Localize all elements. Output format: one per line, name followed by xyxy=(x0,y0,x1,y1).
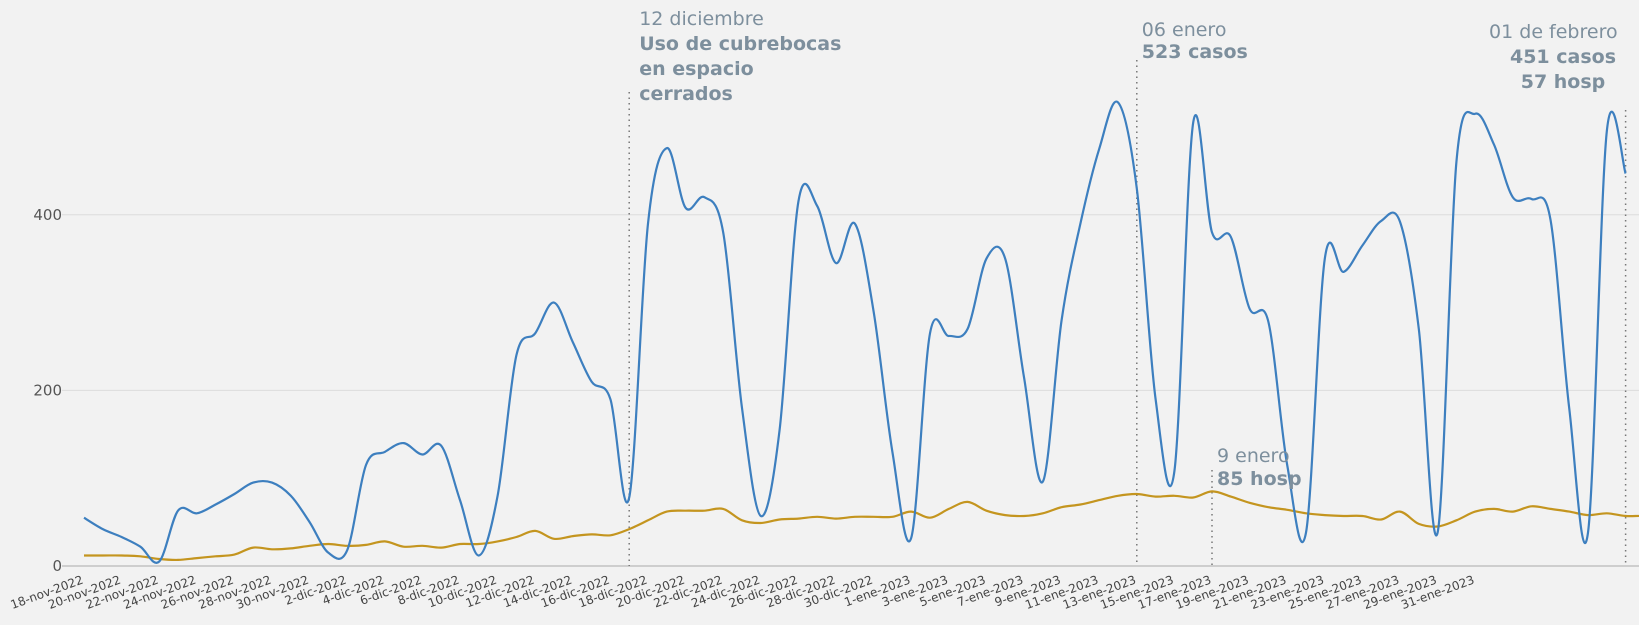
annotation-text-a1: cerrados xyxy=(639,83,733,105)
annotation-text-a2: 523 casos xyxy=(1142,41,1248,63)
annotation-lines xyxy=(628,60,1627,566)
series-line-hosp xyxy=(84,490,1639,562)
y-axis: 0 200 400 xyxy=(33,206,62,575)
annotation-text-a4: 01 de febrero xyxy=(1489,21,1618,43)
series-line-casos xyxy=(83,100,1627,564)
y-tick-label: 0 xyxy=(52,557,62,575)
x-axis: 18-nov-202220-nov-202222-nov-202224-nov-… xyxy=(9,573,1477,612)
annotation-text-a2: 06 enero xyxy=(1142,19,1227,41)
series-lines xyxy=(83,100,1639,564)
y-tick-label: 200 xyxy=(33,381,62,399)
annotation-text-a3: 85 hosp xyxy=(1217,468,1302,490)
annotation-text-a3: 9 enero xyxy=(1217,445,1290,467)
annotation-text-a4: 451 casos xyxy=(1510,46,1616,68)
annotation-text-a1: 12 diciembre xyxy=(639,8,764,30)
annotation-text-a1: Uso de cubrebocas xyxy=(639,33,841,55)
annotation-text-a4: 57 hosp xyxy=(1521,71,1606,93)
annotations: 12 diciembre Uso de cubrebocas en espacio c… xyxy=(639,8,1617,490)
y-tick-label: 400 xyxy=(33,206,62,224)
grid-lines xyxy=(62,214,1639,567)
annotation-text-a1: en espacio xyxy=(639,58,753,80)
